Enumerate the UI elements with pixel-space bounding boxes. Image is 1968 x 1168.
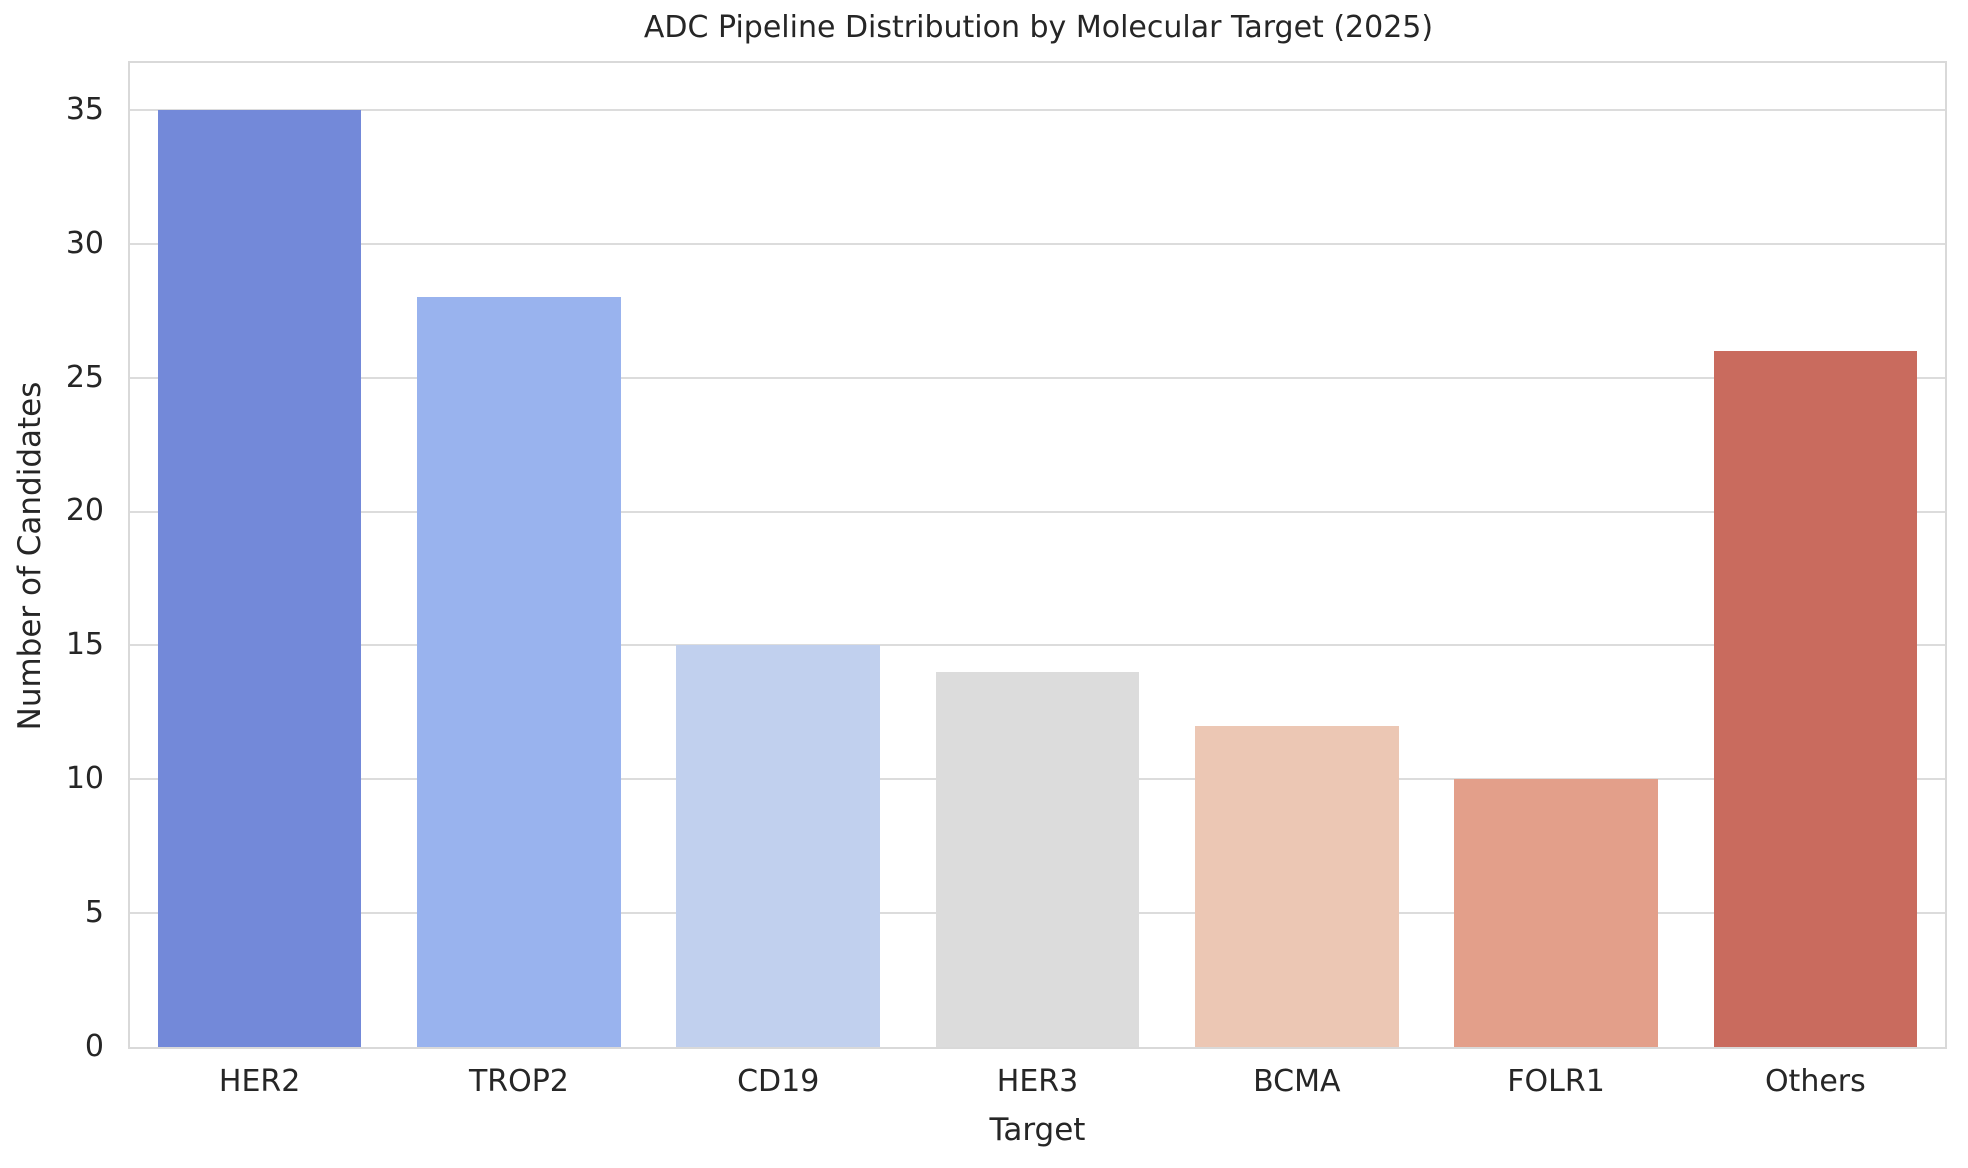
- gridline-15: [130, 644, 1945, 647]
- chart-title: ADC Pipeline Distribution by Molecular T…: [643, 10, 1434, 45]
- y-tick-label-20: 20: [65, 493, 104, 529]
- x-axis-label: Target: [989, 1112, 1086, 1148]
- y-tick-label-5: 5: [84, 894, 104, 930]
- x-axis-tick-labels: HER2 TROP2 CD19 HER3 BCMA FOLR1 Others: [130, 1064, 1945, 1108]
- bar-folr1: [1454, 779, 1658, 1047]
- y-axis-tick-labels: 0 5 10 15 20 25 30 35: [0, 63, 104, 1064]
- y-tick-label-35: 35: [65, 91, 104, 127]
- y-tick-label-15: 15: [65, 627, 104, 663]
- x-tick-label-cd19: CD19: [737, 1064, 820, 1099]
- gridline-25: [130, 376, 1945, 379]
- bar-others: [1713, 350, 1918, 1047]
- y-tick-label-25: 25: [65, 359, 104, 395]
- bar-cd19: [676, 645, 880, 1047]
- x-tick-label-folr1: FOLR1: [1507, 1064, 1605, 1099]
- gridline-30: [130, 242, 1945, 245]
- bar-her2: [157, 109, 362, 1047]
- bar-bcma: [1195, 725, 1399, 1047]
- bar-layer: [130, 63, 1945, 1047]
- x-tick-label-others: Others: [1764, 1064, 1866, 1099]
- x-tick-label-her2: HER2: [218, 1064, 301, 1099]
- bar-her3: [935, 672, 1140, 1047]
- y-tick-label-10: 10: [65, 761, 104, 797]
- x-tick-label-bcma: BCMA: [1253, 1064, 1341, 1099]
- gridline-20: [130, 510, 1945, 513]
- bar-trop2: [417, 297, 621, 1047]
- y-tick-label-0: 0: [84, 1028, 104, 1064]
- gridline-35: [130, 108, 1945, 111]
- plot-area: [128, 61, 1947, 1049]
- x-tick-label-trop2: TROP2: [468, 1064, 569, 1099]
- y-tick-label-30: 30: [65, 225, 104, 261]
- x-tick-label-her3: HER3: [996, 1064, 1079, 1099]
